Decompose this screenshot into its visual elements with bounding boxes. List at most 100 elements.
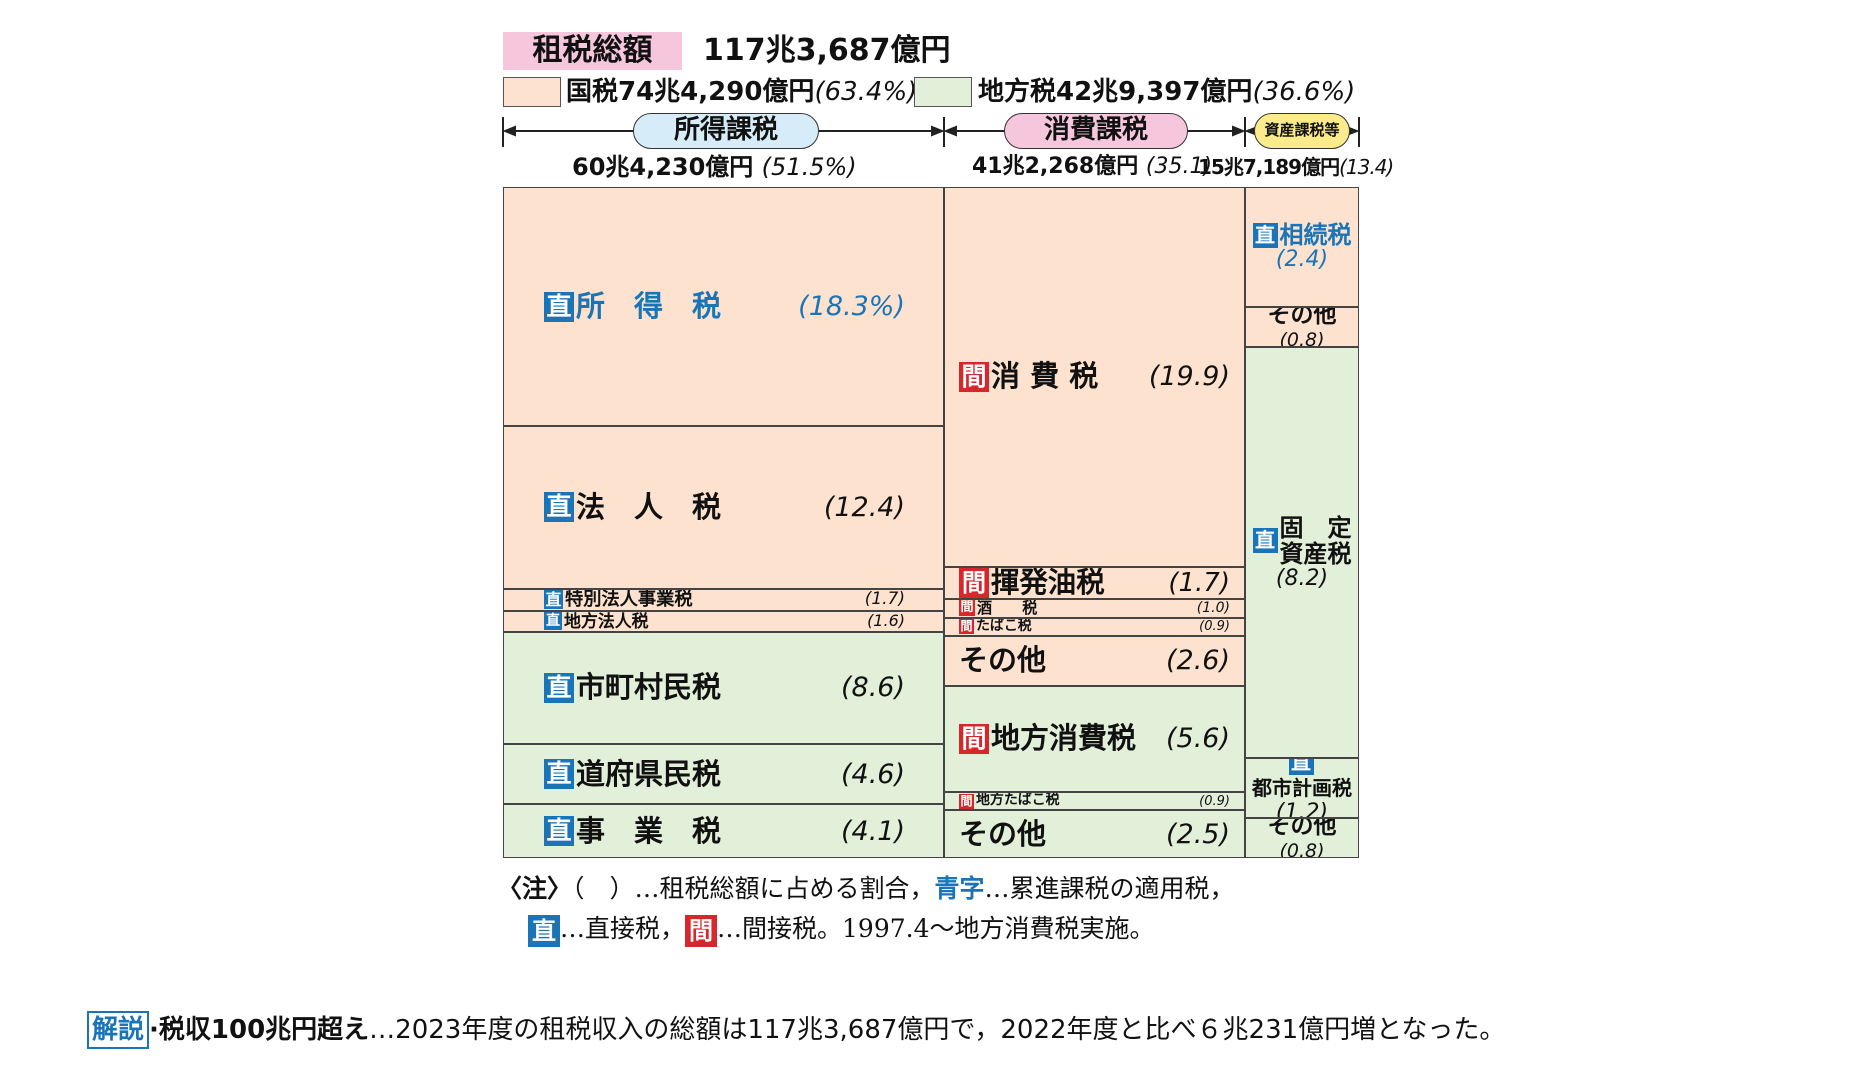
treemap-cell: 直固 定 資産税 (8.2) bbox=[1245, 347, 1359, 758]
treemap-cell-value: (0.9) bbox=[1199, 793, 1230, 809]
treemap-cell-value: (8.6) bbox=[840, 672, 905, 704]
treemap-cell-label: 市町村民税 bbox=[576, 670, 722, 705]
category-share-consumption: (35.1) bbox=[1145, 154, 1213, 179]
indirect-tax-badge: 間 bbox=[959, 361, 989, 392]
direct-tax-badge: 直 bbox=[1252, 528, 1278, 554]
treemap-cell: 直地方法人税 (1.6) bbox=[503, 610, 944, 632]
treemap-cell-label: 特別法人事業税 bbox=[565, 588, 693, 610]
treemap-cell: その他 (0.8) bbox=[1245, 307, 1359, 348]
category-label-asset: 資産課税等 bbox=[1254, 113, 1350, 149]
indirect-tax-badge: 間 bbox=[685, 914, 718, 947]
treemap-cell-label: その他 bbox=[1267, 817, 1337, 839]
indirect-tax-badge: 間 bbox=[959, 600, 975, 617]
direct-tax-badge: 直 bbox=[544, 759, 574, 790]
treemap-cell-label: 消 費 税 bbox=[991, 359, 1099, 394]
note-progressive: …累進課税の適用税， bbox=[984, 874, 1235, 903]
treemap-cell: 直市町村民税 (8.6) bbox=[503, 631, 944, 745]
direct-tax-badge: 直 bbox=[528, 914, 560, 947]
category-amount-asset-value: 15兆7,189億円 bbox=[1198, 155, 1340, 179]
note-indirect-tax: …間接税。1997.4〜地方消費税実施。 bbox=[717, 914, 1155, 943]
treemap-cell: 間地方消費税 (5.6) bbox=[944, 685, 1245, 793]
treemap-cell: 直特別法人事業税 (1.7) bbox=[503, 588, 944, 611]
direct-tax-badge: 直 bbox=[1252, 222, 1278, 248]
treemap-cell: 間地方たばこ税 (0.9) bbox=[944, 792, 1245, 811]
treemap-cell-value: (19.9) bbox=[1148, 361, 1230, 393]
note-line-2: 直 …直接税，間 …間接税。1997.4〜地方消費税実施。 bbox=[528, 910, 1155, 948]
local-tax-legend: 地方税42兆9,397億円(36.6%) bbox=[978, 75, 1355, 109]
total-value: 117兆3,687億円 bbox=[703, 33, 951, 68]
direct-tax-badge: 直 bbox=[544, 816, 574, 847]
treemap-cell-label: 地方法人税 bbox=[564, 610, 649, 631]
treemap-cell-label: たばこ税 bbox=[976, 618, 1032, 635]
treemap-cell-value: (1.0) bbox=[1196, 600, 1230, 617]
treemap-cell-label: 酒 税 bbox=[977, 598, 1038, 617]
local-tax-share: (36.6%) bbox=[1252, 77, 1356, 107]
treemap-cell-value: (4.6) bbox=[840, 758, 905, 790]
direct-tax-badge: 直 bbox=[544, 672, 574, 703]
category-share-asset: (13.4) bbox=[1339, 155, 1394, 179]
direct-tax-badge: 直 bbox=[544, 492, 574, 523]
treemap-cell-label: その他 bbox=[959, 643, 1047, 678]
treemap-cell: その他 (2.6) bbox=[944, 635, 1245, 686]
local-tax-swatch bbox=[914, 77, 972, 107]
national-tax-swatch bbox=[503, 77, 561, 107]
treemap-cell-value: (18.3%) bbox=[798, 291, 905, 323]
treemap-cell: 間揮発油税 (1.7) bbox=[944, 566, 1245, 599]
treemap-cell: 間酒 税 (1.0) bbox=[944, 598, 1245, 618]
treemap-cell-label: その他 bbox=[1267, 307, 1337, 329]
treemap-cell-value: (12.4) bbox=[823, 491, 905, 523]
treemap-cell-value: (0.8) bbox=[1279, 839, 1325, 858]
indirect-tax-badge: 間 bbox=[959, 567, 989, 598]
indirect-tax-badge: 間 bbox=[959, 619, 974, 635]
commentary-badge: 解説 bbox=[87, 1011, 150, 1049]
commentary-title: ·税収100兆円超え bbox=[149, 1015, 370, 1045]
treemap-cell-value: (1.2) bbox=[1275, 800, 1329, 818]
treemap-cell-value: (0.8) bbox=[1279, 329, 1325, 348]
note-prefix: 〈注〉 bbox=[497, 874, 573, 903]
treemap-cell-label: 地方消費税 bbox=[991, 721, 1137, 756]
treemap-cell-value: (5.6) bbox=[1165, 723, 1230, 755]
category-amount-consumption: 41兆2,268億円 (35.1) bbox=[972, 150, 1212, 184]
treemap-cell-value: (4.1) bbox=[840, 815, 905, 847]
indirect-tax-badge: 間 bbox=[959, 723, 989, 754]
treemap-cell-value: (2.5) bbox=[1165, 818, 1230, 850]
treemap-cell-label: 揮発油税 bbox=[991, 566, 1105, 599]
indirect-tax-badge: 間 bbox=[959, 793, 974, 809]
category-amount-income-value: 60兆4,230億円 bbox=[572, 153, 754, 181]
direct-tax-badge: 直 bbox=[1288, 758, 1314, 776]
treemap-cell-value: (2.6) bbox=[1165, 645, 1230, 677]
category-label-consumption: 消費課税 bbox=[1004, 113, 1188, 149]
treemap-cell: その他 (0.8) bbox=[1245, 817, 1359, 858]
total-label: 租税総額 bbox=[503, 32, 682, 70]
treemap-cell-label: 都市計画税 bbox=[1252, 776, 1352, 801]
commentary-text: …2023年度の租税収入の総額は117兆3,687億円で，2022年度と比べ６兆… bbox=[369, 1015, 1506, 1045]
national-tax-legend: 国税74兆4,290億円(63.4%) bbox=[566, 75, 917, 109]
treemap-cell-label: 地方たばこ税 bbox=[976, 792, 1060, 809]
treemap-cell: 直道府県民税 (4.6) bbox=[503, 744, 944, 805]
treemap-cell: 直都市計画税 (1.2) bbox=[1245, 757, 1359, 818]
category-amount-consumption-value: 41兆2,268億円 bbox=[972, 154, 1139, 179]
direct-tax-badge: 直 bbox=[544, 612, 562, 631]
direct-tax-badge: 直 bbox=[544, 590, 563, 610]
treemap-cell-label: 事 業 税 bbox=[576, 813, 722, 848]
treemap-cell-value: (0.9) bbox=[1199, 619, 1230, 635]
treemap-cell-value: (1.7) bbox=[864, 589, 905, 610]
treemap-cell-value: (8.2) bbox=[1275, 565, 1329, 591]
note-line-1: 〈注〉（ ）…租税総額に占める割合，青字…累進課税の適用税， bbox=[497, 870, 1235, 908]
treemap-cell-label: 所 得 税 bbox=[576, 289, 722, 324]
category-amount-asset: 15兆7,189億円(13.4) bbox=[1198, 150, 1394, 184]
treemap-cell: 直相続税 (2.4) bbox=[1245, 187, 1359, 308]
treemap-cell-label: 道府県民税 bbox=[576, 756, 722, 791]
national-tax-share: (63.4%) bbox=[814, 77, 918, 107]
treemap-cell-label: 相続税 bbox=[1279, 221, 1352, 250]
direct-tax-badge: 直 bbox=[544, 291, 574, 322]
treemap-cell: 直事 業 税 (4.1) bbox=[503, 804, 944, 858]
note-blue-text: 青字 bbox=[934, 874, 985, 903]
national-tax-label: 国税74兆4,290億円 bbox=[566, 77, 815, 107]
category-amount-income: 60兆4,230億円 (51.5%) bbox=[572, 150, 857, 184]
treemap-cell: 直法 人 税 (12.4) bbox=[503, 426, 944, 589]
treemap-cell-value: (2.4) bbox=[1275, 247, 1329, 273]
commentary: 解説 ·税収100兆円超え…2023年度の租税収入の総額は117兆3,687億円で… bbox=[87, 1010, 1505, 1050]
treemap-cell: 直所 得 税 (18.3%) bbox=[503, 187, 944, 427]
